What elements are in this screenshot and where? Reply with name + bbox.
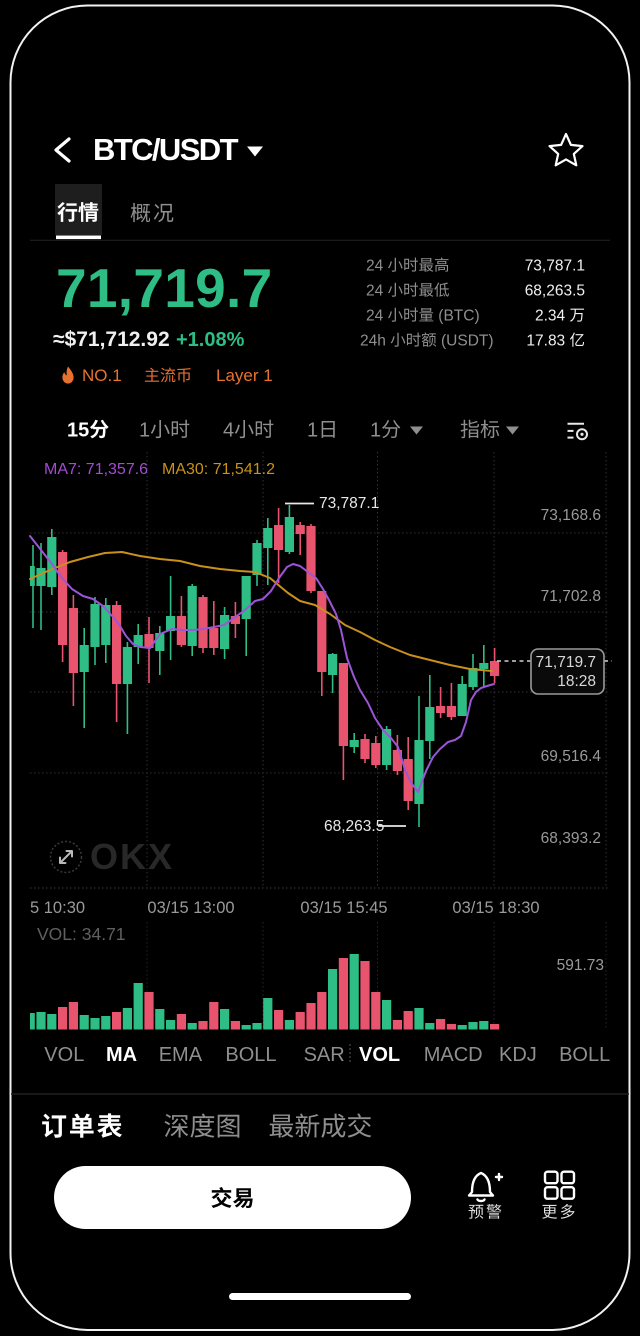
svg-text:1: 1 [139, 420, 150, 442]
svg-text:03/15 18:30: 03/15 18:30 [452, 899, 539, 917]
svg-text:VOL: VOL [44, 1044, 84, 1066]
svg-text:(USDT): (USDT) [437, 333, 494, 350]
svg-text:KDJ: KDJ [499, 1044, 537, 1066]
svg-text:24: 24 [366, 283, 388, 300]
svg-text:MA7: 71,357.6: MA7: 71,357.6 [44, 461, 148, 478]
svg-text:+1.08%: +1.08% [176, 329, 245, 351]
svg-text:MA: MA [106, 1044, 137, 1066]
svg-text:15: 15 [67, 420, 89, 442]
svg-text:71,702.8: 71,702.8 [541, 588, 601, 605]
svg-text:4: 4 [223, 420, 234, 442]
svg-text:NO.1: NO.1 [82, 366, 122, 385]
svg-text:EMA: EMA [159, 1044, 203, 1066]
svg-text:73,787.1: 73,787.1 [525, 258, 585, 275]
svg-text:MA30: 71,541.2: MA30: 71,541.2 [162, 461, 275, 478]
svg-text:(BTC): (BTC) [434, 308, 480, 325]
svg-text:03/15 13:00: 03/15 13:00 [147, 899, 234, 917]
svg-text:69,516.4: 69,516.4 [541, 748, 602, 765]
svg-text:≈$71,712.92: ≈$71,712.92 [53, 328, 170, 351]
svg-text:18:28: 18:28 [557, 673, 596, 690]
svg-text:24: 24 [366, 308, 388, 325]
svg-text:24h: 24h [360, 333, 390, 350]
svg-text:MACD: MACD [424, 1044, 483, 1066]
svg-text:BOLL: BOLL [559, 1044, 610, 1066]
svg-text:Layer 1: Layer 1 [216, 366, 273, 385]
svg-text:68,393.2: 68,393.2 [541, 830, 601, 847]
svg-text:03/15 15:45: 03/15 15:45 [300, 899, 387, 917]
svg-text:591.73: 591.73 [557, 957, 604, 974]
svg-text:73,787.1: 73,787.1 [319, 495, 379, 512]
svg-text:BTC/USDT: BTC/USDT [93, 132, 239, 167]
svg-text:24: 24 [366, 258, 388, 275]
svg-text:71,719.7: 71,719.7 [536, 654, 596, 671]
svg-text:2.34: 2.34 [535, 308, 569, 325]
svg-text:68,263.5: 68,263.5 [324, 818, 384, 835]
svg-text:VOL: 34.71: VOL: 34.71 [37, 924, 126, 944]
svg-text:17.83: 17.83 [526, 333, 569, 350]
svg-text:5 10:30: 5 10:30 [30, 899, 85, 917]
svg-text:68,263.5: 68,263.5 [525, 283, 585, 300]
svg-text:VOL: VOL [359, 1044, 400, 1066]
svg-text:BOLL: BOLL [225, 1044, 276, 1066]
svg-text:71,719.7: 71,719.7 [56, 257, 273, 319]
svg-text:SAR: SAR [304, 1044, 345, 1066]
svg-text:OKX: OKX [90, 836, 174, 877]
svg-text:1: 1 [370, 420, 381, 442]
svg-text:1: 1 [307, 420, 318, 442]
svg-text:73,168.6: 73,168.6 [541, 507, 601, 524]
